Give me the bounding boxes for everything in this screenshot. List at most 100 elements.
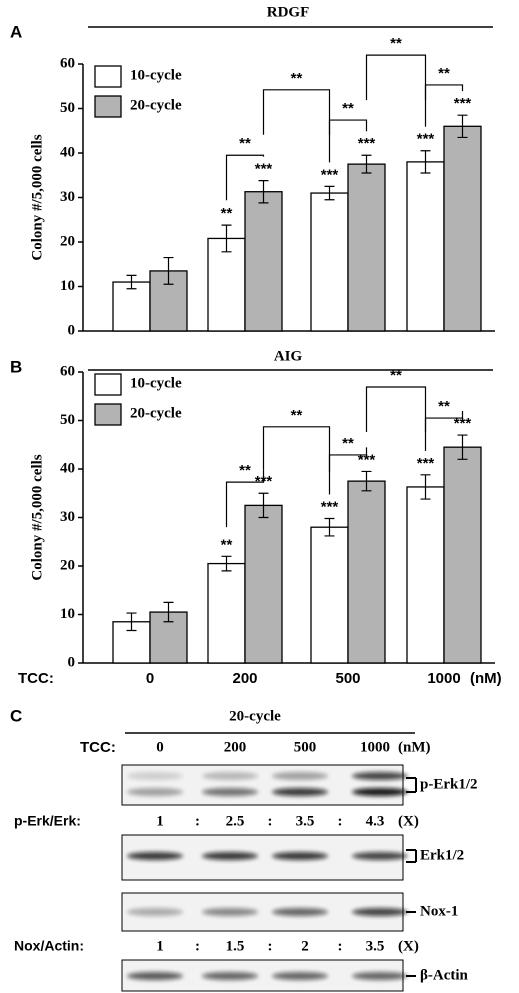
ratio-value: 2 (301, 938, 309, 954)
significance-label: *** (417, 455, 435, 472)
significance-label: *** (321, 166, 339, 183)
error-bar (420, 474, 431, 500)
band (272, 852, 328, 860)
x-axis-unit: (nM) (470, 670, 502, 687)
significance-annotation: ** (438, 398, 450, 415)
band (352, 972, 408, 980)
band (202, 852, 258, 860)
significance-bracket (365, 386, 427, 433)
band (202, 972, 258, 980)
significance-annotation: ** (438, 65, 450, 82)
error-bar (126, 274, 137, 290)
significance-annotation: ** (239, 462, 251, 479)
significance-label: *** (358, 135, 376, 152)
legend-label: 10-cycle (130, 375, 182, 391)
ratio-value: 1.5 (226, 938, 245, 954)
significance-annotation: ** (342, 100, 354, 117)
lane-label: 1000 (360, 739, 390, 755)
y-tick-label: 50 (60, 412, 75, 428)
bar (310, 192, 349, 332)
significance-annotation: ** (291, 70, 303, 87)
bar (406, 486, 445, 664)
chart-title: RDGF (267, 4, 310, 20)
band (352, 908, 408, 916)
legend-label: 20-cycle (130, 97, 182, 113)
x-tick-label: 0 (146, 670, 154, 687)
ratio-separator: : (268, 938, 273, 954)
treatment-label: TCC: (80, 739, 116, 756)
panel-label: A (10, 22, 22, 41)
y-axis-label: Colony #/5,000 cells (29, 134, 45, 260)
significance-annotation: ** (239, 135, 251, 152)
ratio-label: Nox/Actin: (14, 938, 84, 954)
x-tick-label: 200 (232, 670, 257, 687)
y-tick-label: 0 (68, 654, 76, 670)
significance-bracket (424, 411, 464, 451)
error-bar (457, 434, 468, 460)
y-tick-label: 60 (60, 55, 75, 71)
y-tick-label: 10 (60, 606, 75, 622)
y-tick-label: 20 (60, 557, 75, 573)
error-bar (324, 517, 335, 537)
band (127, 788, 183, 796)
error-bar (221, 555, 232, 572)
bar (406, 161, 445, 332)
ratio-value: 3.5 (366, 938, 385, 954)
blot-header: 20-cycle (229, 708, 281, 724)
legend-swatch (94, 373, 122, 396)
error-bar (420, 150, 431, 174)
bar (207, 562, 246, 664)
ratio-label: p-Erk/Erk: (14, 813, 81, 829)
significance-label: *** (255, 161, 273, 178)
band (202, 788, 258, 796)
significance-annotation: ** (291, 407, 303, 424)
blot-label: Nox-1 (420, 903, 458, 919)
significance-label: *** (454, 415, 472, 432)
x-axis-label: TCC: (18, 670, 54, 687)
legend-swatch (94, 95, 122, 118)
bar (347, 163, 386, 332)
ratio-value: 3.5 (296, 813, 315, 829)
significance-bracket (328, 119, 368, 163)
legend-swatch (94, 65, 122, 88)
ratio-value: 4.3 (366, 813, 385, 829)
x-tick-label: 500 (335, 670, 360, 687)
bar (112, 281, 151, 332)
blot-label: Erk1/2 (420, 847, 464, 863)
significance-label: *** (454, 95, 472, 112)
significance-bracket (262, 89, 331, 135)
band (352, 852, 408, 860)
significance-label: ** (221, 205, 233, 222)
band (202, 908, 258, 916)
chart-title: AIG (274, 348, 303, 364)
y-tick-label: 0 (68, 322, 76, 338)
band (127, 852, 183, 860)
ratio-separator: : (338, 813, 343, 829)
y-tick-label: 60 (60, 363, 75, 379)
y-axis-label: Colony #/5,000 cells (29, 454, 45, 580)
x-tick-label: 1000 (427, 670, 460, 687)
error-bar (258, 179, 269, 204)
lane-unit: (nM) (398, 739, 431, 755)
error-bar (324, 185, 335, 201)
band (272, 772, 328, 780)
error-bar (361, 154, 372, 174)
legend-swatch (94, 403, 122, 426)
error-bar (258, 492, 269, 519)
significance-annotation: ** (342, 435, 354, 452)
y-tick-label: 40 (60, 460, 75, 476)
band (127, 772, 183, 780)
bar (310, 526, 349, 664)
band (127, 972, 183, 980)
blot-frame (121, 764, 404, 806)
significance-bracket (225, 469, 265, 528)
significance-bracket (365, 54, 427, 101)
band (272, 788, 328, 796)
lane-label: 0 (156, 739, 164, 755)
band (272, 972, 328, 980)
significance-label: *** (358, 451, 376, 468)
significance-bracket (225, 154, 265, 201)
significance-bracket (328, 447, 368, 495)
band (272, 908, 328, 916)
ratio-value: 1 (156, 938, 164, 954)
